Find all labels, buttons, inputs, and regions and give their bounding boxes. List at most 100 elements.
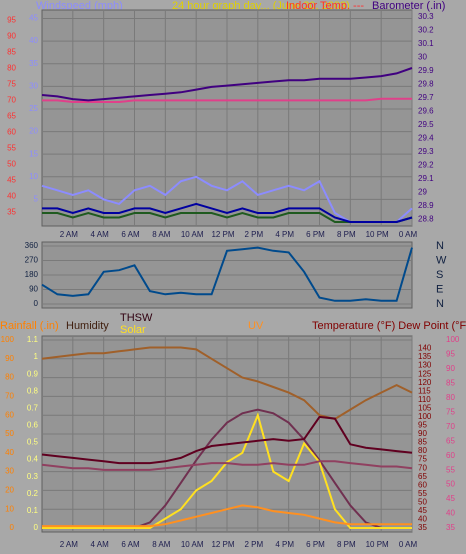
- y3-tick-label: 115: [418, 386, 431, 395]
- y3-tick-label: 65: [418, 472, 427, 481]
- y2-tick-label: 28.8: [418, 214, 434, 223]
- y-tick-label: 50: [5, 429, 14, 438]
- y2-tick-label: W: [436, 254, 447, 266]
- y-tick-label: 180: [25, 270, 39, 279]
- series-line: [41, 415, 413, 465]
- x-tick-label: 2 AM: [60, 540, 79, 549]
- x-tick-label: 6 PM: [306, 230, 325, 239]
- y3-tick-label: 140: [418, 344, 432, 353]
- y2-tick-label: N: [436, 240, 444, 252]
- y2-tick-label: N: [436, 298, 444, 310]
- legend-humidity: Humidity: [66, 320, 109, 332]
- series-line: [41, 460, 413, 471]
- y3-tick-label: 50: [7, 160, 16, 169]
- y4-tick-label: 95: [446, 350, 455, 359]
- y-tick-label: 40: [29, 36, 38, 45]
- y2-tick-label: 30.3: [418, 12, 434, 21]
- y4-tick-label: 100: [446, 335, 460, 344]
- y2-tick-label: 0.9: [27, 369, 39, 378]
- y4-tick-label: 80: [446, 393, 455, 402]
- y-tick-label: 80: [5, 373, 14, 382]
- y2-tick-label: 0.7: [27, 403, 39, 412]
- x-tick-label: 6 PM: [306, 540, 325, 549]
- y-tick-label: 40: [5, 448, 14, 457]
- y2-tick-label: 0.4: [27, 455, 39, 464]
- y2-tick-label: 0: [34, 523, 39, 532]
- y3-tick-label: 70: [418, 463, 427, 472]
- y3-tick-label: 105: [418, 403, 432, 412]
- y3-tick-label: 55: [7, 144, 16, 153]
- x-tick-label: 8 AM: [152, 230, 171, 239]
- x-tick-label: 2 PM: [244, 230, 263, 239]
- y2-tick-label: 1: [34, 352, 39, 361]
- y2-tick-label: 30: [418, 52, 427, 61]
- rain-axis-label: Rainfall (.in): [0, 320, 59, 332]
- y2-tick-label: 0.6: [27, 421, 39, 430]
- y3-tick-label: 85: [418, 438, 427, 447]
- y-tick-label: 0: [34, 299, 39, 308]
- y2-tick-label: 0.3: [27, 472, 39, 481]
- y4-tick-label: 70: [446, 422, 455, 431]
- y-tick-label: 100: [1, 335, 15, 344]
- y3-tick-label: 90: [7, 32, 16, 41]
- x-tick-label: 12 PM: [211, 230, 234, 239]
- legend-solar: Solar: [120, 324, 146, 336]
- y4-tick-label: 35: [446, 523, 455, 532]
- series-line: [42, 97, 412, 103]
- y-tick-label: 5: [34, 195, 39, 204]
- x-tick-label: 8 PM: [337, 540, 356, 549]
- y4-tick-label: 55: [446, 465, 455, 474]
- y2-tick-label: 29.4: [418, 133, 434, 142]
- y2-tick-label: 29.6: [418, 106, 434, 115]
- y2-tick-label: 29.1: [418, 174, 434, 183]
- legend-barometer: Barometer (.in): [372, 0, 445, 12]
- y-tick-label: 10: [5, 504, 14, 513]
- y3-tick-label: 40: [7, 192, 16, 201]
- x-tick-label: 10 AM: [181, 230, 204, 239]
- legend-indoor: Indoor Temp. ---: [286, 0, 364, 12]
- legend-thsw: THSW: [120, 312, 153, 324]
- x-tick-label: 0 AM: [399, 540, 418, 549]
- x-tick-label: 10 PM: [366, 540, 389, 549]
- y-tick-label: 0: [10, 523, 15, 532]
- y3-tick-label: 80: [418, 446, 427, 455]
- y3-tick-label: 80: [7, 64, 16, 73]
- x-tick-label: 4 PM: [275, 230, 294, 239]
- y-tick-label: 35: [29, 59, 38, 68]
- y3-tick-label: 125: [418, 369, 432, 378]
- y2-tick-label: 0.2: [27, 489, 39, 498]
- y-tick-label: 30: [29, 81, 38, 90]
- y3-tick-label: 85: [7, 48, 16, 57]
- y2-tick-label: 1.1: [27, 335, 39, 344]
- y3-tick-label: 90: [418, 429, 427, 438]
- series-line: [41, 67, 413, 102]
- y-tick-label: 270: [25, 256, 39, 265]
- chart-title: 24 hour graph day... (June 20, 2003): [172, 0, 350, 12]
- y-tick-label: 20: [5, 486, 14, 495]
- y3-tick-label: 135: [418, 352, 432, 361]
- y2-tick-label: 28.9: [418, 201, 434, 210]
- y3-tick-label: 55: [418, 489, 427, 498]
- y2-tick-label: 30.1: [418, 39, 434, 48]
- y-tick-label: 60: [5, 410, 14, 419]
- y3-tick-label: 35: [7, 208, 16, 217]
- y3-tick-label: 35: [418, 523, 427, 532]
- x-tick-label: 4 AM: [91, 540, 110, 549]
- y3-tick-label: 60: [418, 480, 427, 489]
- y3-tick-label: 130: [418, 361, 432, 370]
- y2-tick-label: 29.9: [418, 66, 434, 75]
- legend-uv: UV: [248, 320, 264, 332]
- x-tick-label: 2 PM: [244, 540, 263, 549]
- y3-tick-label: 45: [7, 176, 16, 185]
- y2-tick-label: 0.5: [27, 438, 39, 447]
- wind-axis-label: Windspeed (mph): [36, 0, 123, 12]
- y-tick-label: 15: [29, 149, 38, 158]
- y3-tick-label: 110: [418, 395, 431, 404]
- y-tick-label: 45: [29, 14, 38, 23]
- series-line: [41, 246, 413, 302]
- x-tick-label: 6 AM: [121, 230, 140, 239]
- series-line: [41, 346, 413, 421]
- y2-tick-label: 0.8: [27, 386, 39, 395]
- x-tick-label: 2 AM: [60, 230, 79, 239]
